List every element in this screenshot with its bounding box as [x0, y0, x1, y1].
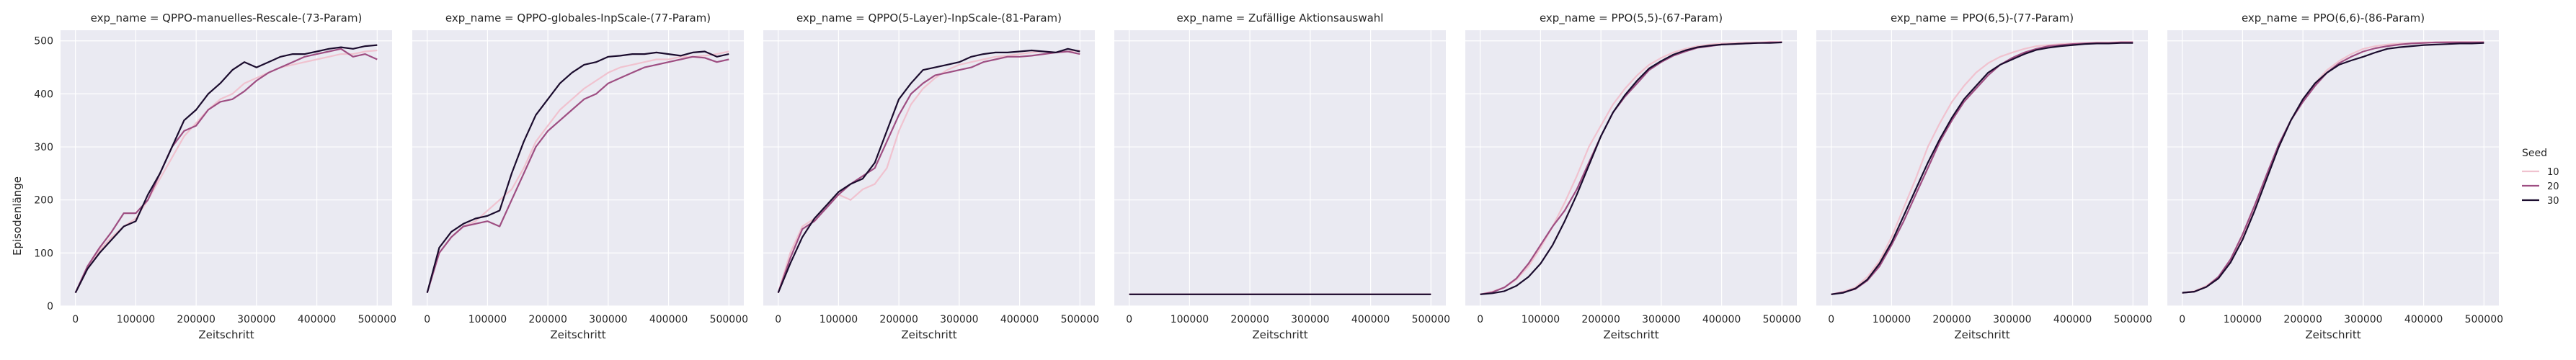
plot-area	[1114, 30, 1446, 306]
facet-panel: 0 100000 200000 300000 400000 500000 exp_name …	[1114, 12, 1450, 341]
x-tick-label: 500000	[1763, 314, 1801, 325]
series-line-10	[426, 50, 729, 293]
x-tick-label: 500000	[710, 314, 748, 325]
x-tick-label: 100000	[1171, 314, 1209, 325]
x-tick-label: 300000	[2344, 314, 2382, 325]
x-axis-label: Zeitschritt	[198, 328, 254, 341]
x-tick-label: 100000	[2224, 314, 2262, 325]
facet-panels: 0 100 200 300 400 500 0 100000 200000 300000 40000…	[34, 12, 2503, 341]
facet-title: exp_name = QPPO-manuelles-Rescale-(73-Pa…	[91, 12, 363, 25]
y-tick-label: 0	[47, 301, 53, 312]
x-tick-label: 400000	[1000, 314, 1039, 325]
x-tick-label: 400000	[2053, 314, 2092, 325]
x-tick-label: 500000	[2114, 314, 2152, 325]
facet-panel: 0 100000 200000 300000 400000 500000 exp_name …	[412, 12, 748, 341]
facet-title: exp_name = PPO(6,5)-(77-Param)	[1891, 12, 2074, 25]
facet-title: exp_name = QPPO(5-Layer)-InpScale-(81-Pa…	[796, 12, 1062, 25]
y-tick-label: 100	[34, 248, 53, 259]
x-axis-label: Zeitschritt	[1954, 328, 2009, 341]
x-tick-label: 200000	[1581, 314, 1620, 325]
x-tick-label: 300000	[1993, 314, 2031, 325]
x-tick-label: 400000	[649, 314, 688, 325]
y-tick-label: 500	[34, 36, 53, 48]
x-tick-label: 400000	[1351, 314, 1390, 325]
x-tick-label: 200000	[1230, 314, 1269, 325]
x-tick-label: 0	[2179, 314, 2185, 325]
x-tick-label: 300000	[1642, 314, 1680, 325]
x-tick-label: 0	[1477, 314, 1483, 325]
x-tick-label: 200000	[528, 314, 567, 325]
x-tick-label: 0	[424, 314, 430, 325]
facet-panel: 0 100000 200000 300000 400000 500000 exp_name …	[763, 12, 1099, 341]
series-line-30	[1480, 41, 1782, 295]
y-tick-label: 200	[34, 195, 53, 207]
x-tick-label: 100000	[820, 314, 858, 325]
series-line-30	[74, 44, 378, 294]
x-tick-label: 500000	[2465, 314, 2503, 325]
x-tick-label: 0	[775, 314, 781, 325]
x-tick-label: 300000	[940, 314, 978, 325]
x-tick-label: 200000	[177, 314, 215, 325]
x-tick-label: 100000	[1873, 314, 1911, 325]
legend-label: 10	[2547, 167, 2559, 178]
y-tick-label: 300	[34, 142, 53, 153]
plot-area	[2167, 30, 2499, 306]
series-line-30	[777, 48, 1080, 294]
x-axis-label: Zeitschritt	[1252, 328, 1307, 341]
legend-items: 10 20 30	[2522, 167, 2559, 207]
facet-panel: 0 100000 200000 300000 400000 500000 exp_name …	[2167, 12, 2503, 341]
x-axis-label: Zeitschritt	[1603, 328, 1658, 341]
x-axis-label: Zeitschritt	[901, 328, 956, 341]
x-axis-label: Zeitschritt	[2305, 328, 2360, 341]
facet-panel: 0 100 200 300 400 500 0 100000 200000 300000 40000…	[34, 12, 396, 341]
legend: Seed 10 20 30	[2522, 148, 2559, 207]
x-tick-label: 400000	[2404, 314, 2443, 325]
x-tick-label: 200000	[2283, 314, 2322, 325]
x-tick-label: 300000	[1291, 314, 1329, 325]
series-line-10	[1480, 41, 1782, 295]
facet-panel: 0 100000 200000 300000 400000 500000 exp_name …	[1465, 12, 1801, 341]
plot-area	[1816, 30, 2148, 306]
series-line-20	[777, 50, 1080, 293]
plot-area	[61, 30, 392, 306]
x-tick-label: 400000	[1702, 314, 1741, 325]
facet-title: exp_name = PPO(5,5)-(67-Param)	[1540, 12, 1723, 25]
y-axis-label: Episodenlänge	[11, 176, 24, 256]
x-tick-label: 200000	[879, 314, 918, 325]
x-tick-label: 0	[72, 314, 79, 325]
facet-panel: 0 100000 200000 300000 400000 500000 exp_name …	[1816, 12, 2152, 341]
x-tick-label: 100000	[1522, 314, 1560, 325]
x-tick-label: 500000	[1061, 314, 1099, 325]
series-line-30	[2182, 42, 2484, 294]
x-tick-label: 0	[1828, 314, 1834, 325]
legend-label: 30	[2547, 196, 2559, 207]
y-tick-label: 400	[34, 89, 53, 100]
series-line-30	[426, 50, 729, 293]
x-tick-label: 300000	[237, 314, 275, 325]
x-tick-label: 100000	[468, 314, 507, 325]
legend-title: Seed	[2522, 148, 2547, 159]
legend-label: 20	[2547, 181, 2559, 192]
plot-area	[412, 30, 744, 306]
facet-title: exp_name = Zufällige Aktionsauswahl	[1177, 12, 1384, 25]
series-line-20	[426, 55, 729, 293]
x-tick-label: 300000	[589, 314, 627, 325]
x-tick-label: 200000	[1932, 314, 1971, 325]
plot-area	[763, 30, 1095, 306]
series-line-20	[74, 48, 378, 294]
facet-title: exp_name = PPO(6,6)-(86-Param)	[2242, 12, 2425, 25]
plot-area	[1465, 30, 1797, 306]
x-tick-label: 100000	[117, 314, 155, 325]
x-tick-label: 500000	[1412, 314, 1450, 325]
x-tick-label: 500000	[358, 314, 396, 325]
facet-title: exp_name = QPPO-globales-InpScale-(77-Pa…	[445, 12, 711, 25]
series-line-30	[1831, 42, 2133, 295]
x-tick-label: 0	[1126, 314, 1132, 325]
x-tick-label: 400000	[298, 314, 336, 325]
x-axis-label: Zeitschritt	[550, 328, 605, 341]
